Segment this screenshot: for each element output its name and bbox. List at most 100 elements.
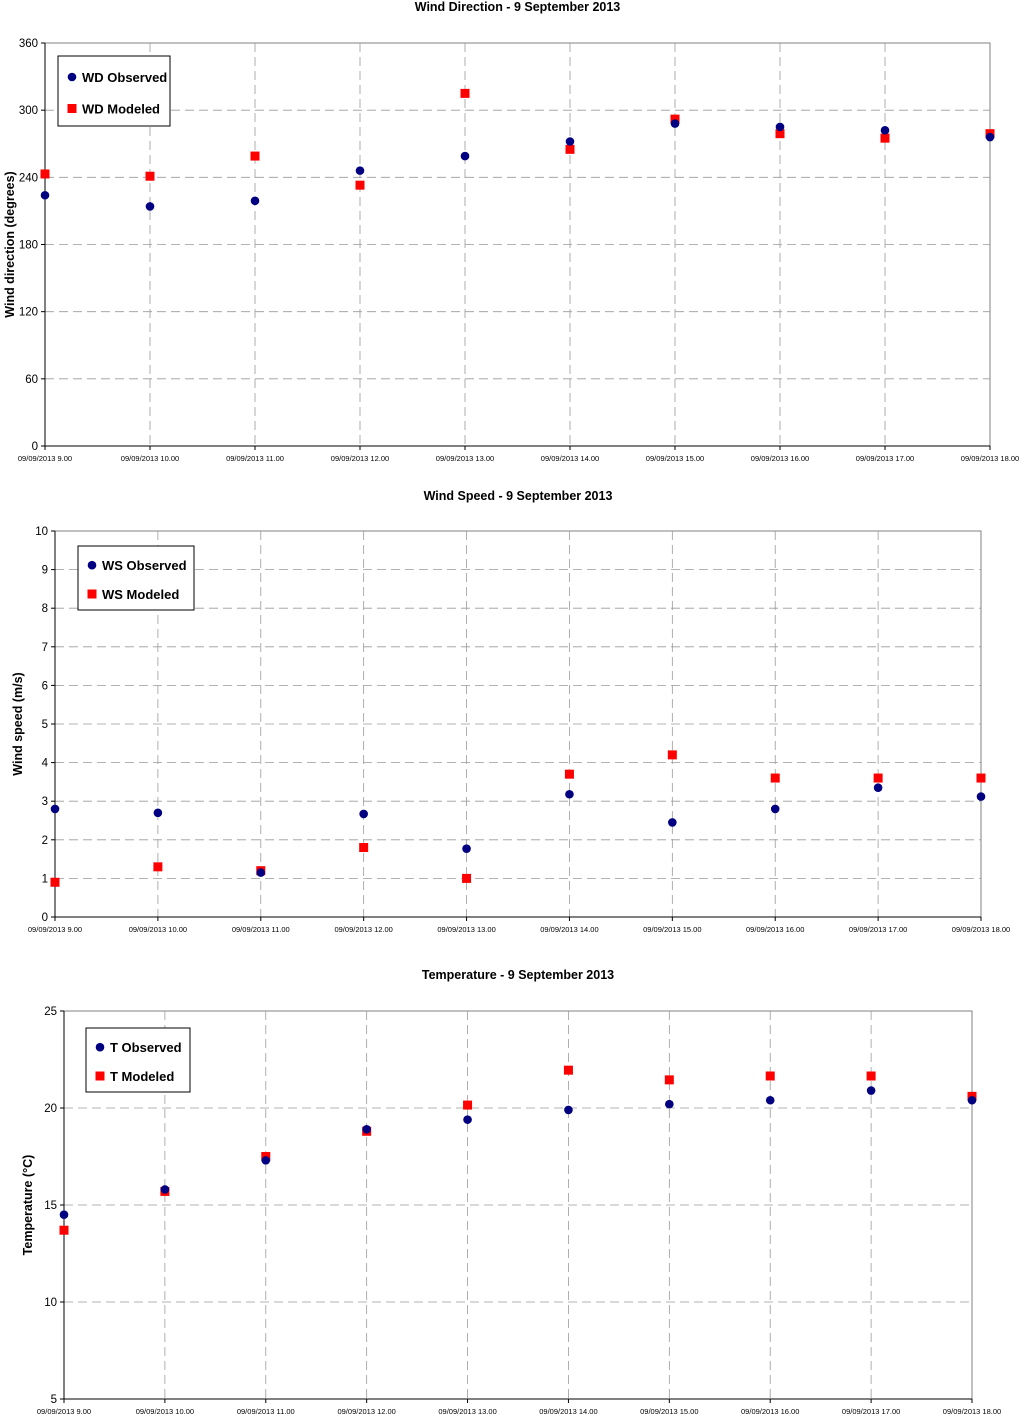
modeled-point: [866, 1071, 876, 1081]
chart-2: Wind Speed - 9 September 2013 0 1 2 3 4 5 6 7 8 9 1…: [11, 489, 1010, 934]
modeled-point: [563, 1065, 573, 1075]
modeled-point: [153, 862, 163, 872]
observed-point: [866, 1086, 876, 1095]
legend-label: WD Observed: [82, 70, 167, 85]
modeled-point: [873, 773, 883, 783]
x-tick-label: 09/09/2013 11.00: [237, 1407, 295, 1416]
x-tick-label: 09/09/2013 12.00: [331, 454, 389, 463]
y-tick-label: 6: [42, 680, 48, 692]
y-tick-label: 10: [44, 1297, 57, 1309]
modeled-point: [565, 144, 575, 154]
x-tick-label: 09/09/2013 17.00: [856, 454, 914, 463]
observed-point: [765, 1095, 775, 1105]
y-tick-label: 10: [35, 526, 48, 538]
y-axis-label: Temperature (°C): [21, 1155, 35, 1256]
legend-box: [77, 545, 195, 611]
x-tick-label: 09/09/2013 15.00: [643, 925, 701, 934]
observed-point: [564, 1105, 573, 1115]
chart-3: Temperature - 9 September 2013 5 10 15 20 25 0…: [21, 968, 1001, 1416]
modeled-point: [770, 773, 780, 783]
x-tick-label: 09/09/2013 17.00: [842, 1407, 900, 1416]
y-tick-label: 8: [42, 603, 48, 615]
legend-marker-observed: [87, 560, 97, 570]
x-tick-label: 09/09/2013 11.00: [226, 454, 284, 463]
legend-label: T Observed: [110, 1040, 182, 1055]
observed-point: [985, 132, 995, 142]
observed-point: [145, 202, 155, 211]
x-tick-label: 09/09/2013 16.00: [741, 1407, 799, 1416]
legend: T Observed T Modeled: [85, 1027, 191, 1093]
observed-point: [362, 1125, 371, 1134]
legend-label: WD Modeled: [82, 102, 160, 117]
observed-point: [976, 792, 986, 801]
y-tick-label: 25: [44, 1006, 57, 1018]
x-tick-label: 09/09/2013 9.00: [18, 454, 72, 463]
modeled-point: [775, 129, 785, 139]
observed-point: [668, 818, 677, 827]
observed-point: [770, 804, 780, 814]
observed-point: [256, 868, 266, 877]
x-tick-label: 09/09/2013 16.00: [746, 925, 804, 934]
observed-point: [355, 166, 365, 175]
observed-point: [261, 1156, 271, 1165]
y-tick-label: 180: [19, 240, 38, 252]
y-tick-label: 9: [42, 565, 48, 577]
modeled-point: [460, 88, 470, 98]
legend-box: [57, 55, 171, 127]
legend-marker-observed: [67, 72, 77, 82]
x-tick-label: 09/09/2013 15.00: [646, 454, 704, 463]
observed-point: [775, 122, 785, 132]
observed-point: [50, 804, 60, 814]
modeled-point: [250, 151, 260, 161]
modeled-point: [462, 873, 472, 883]
y-tick-label: 360: [19, 38, 38, 50]
x-tick-label: 09/09/2013 9.00: [28, 925, 82, 934]
x-tick-label: 09/09/2013 9.00: [37, 1407, 91, 1416]
modeled-point: [667, 750, 677, 760]
observed-point: [160, 1185, 170, 1194]
legend-marker-modeled: [67, 104, 77, 113]
y-tick-label: 240: [19, 172, 38, 184]
y-tick-label: 1: [42, 873, 48, 885]
modeled-point: [145, 171, 155, 181]
y-tick-label: 3: [42, 796, 48, 808]
x-tick-label: 09/09/2013 11.00: [232, 925, 290, 934]
y-tick-label: 60: [25, 374, 38, 386]
legend-marker-modeled: [87, 589, 97, 599]
legend-label: T Modeled: [110, 1069, 174, 1084]
legend-box: [85, 1027, 191, 1093]
x-tick-label: 09/09/2013 18.00: [961, 454, 1019, 463]
observed-point: [873, 783, 883, 792]
x-tick-label: 09/09/2013 10.00: [129, 925, 187, 934]
modeled-point: [976, 773, 986, 783]
legend-label: WS Modeled: [102, 587, 179, 602]
observed-point: [59, 1210, 69, 1219]
observed-point: [565, 789, 574, 799]
x-tick-label: 09/09/2013 14.00: [541, 454, 599, 463]
modeled-point: [59, 1225, 69, 1235]
modeled-point: [670, 114, 680, 124]
legend-marker-modeled: [95, 1071, 105, 1081]
modeled-point: [765, 1071, 775, 1081]
x-tick-label: 09/09/2013 17.00: [849, 925, 907, 934]
x-tick-label: 09/09/2013 13.00: [438, 1407, 496, 1416]
legend: WD Observed WD Modeled: [57, 55, 171, 127]
observed-point: [967, 1095, 977, 1105]
chart-title: Wind Speed - 9 September 2013: [424, 489, 613, 503]
y-tick-label: 0: [42, 912, 48, 924]
x-tick-label: 09/09/2013 13.00: [436, 454, 494, 463]
y-tick-label: 7: [42, 642, 48, 654]
x-tick-label: 09/09/2013 15.00: [640, 1407, 698, 1416]
modeled-point: [50, 877, 60, 887]
modeled-point: [880, 133, 890, 143]
modeled-point: [359, 843, 369, 853]
x-tick-label: 09/09/2013 10.00: [121, 454, 179, 463]
chart-title: Wind Direction - 9 September 2013: [415, 0, 621, 14]
modeled-point: [564, 769, 574, 779]
legend-marker-observed: [95, 1042, 105, 1052]
legend: WS Observed WS Modeled: [77, 545, 195, 611]
x-tick-label: 09/09/2013 13.00: [437, 925, 495, 934]
observed-point: [462, 844, 471, 853]
observed-point: [463, 1115, 472, 1124]
